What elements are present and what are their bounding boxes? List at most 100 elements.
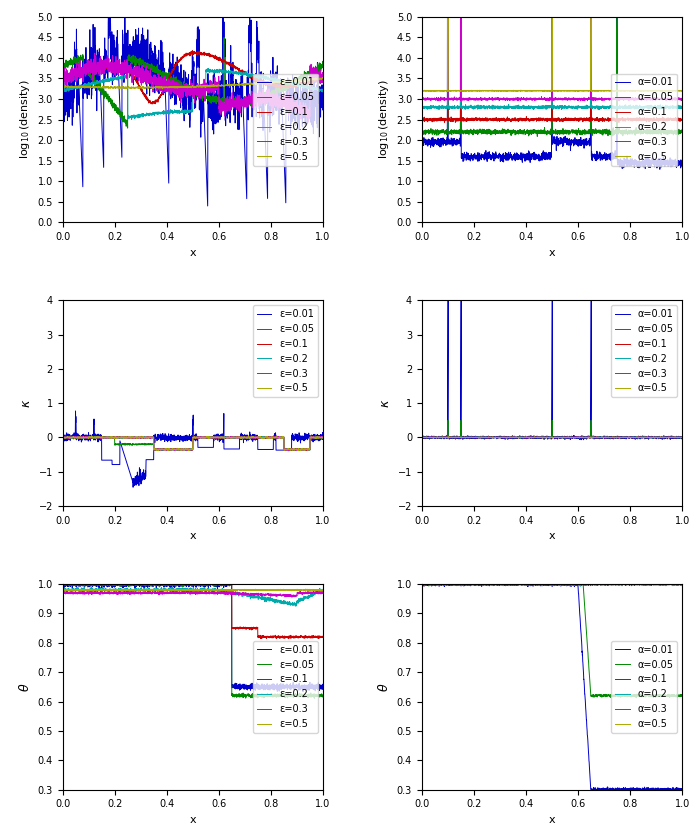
α=0.05 — [431, 579, 439, 589]
Line: ε=0.2: ε=0.2 — [63, 436, 323, 450]
α=0.3 — [678, 580, 686, 590]
α=0.3 — [537, 433, 546, 443]
ε=0.3 — [311, 588, 319, 598]
Line: ε=0.1: ε=0.1 — [63, 584, 323, 638]
α=0.01 — [678, 156, 686, 166]
ε=0.2 — [264, 433, 272, 443]
α=0.3 — [671, 433, 679, 443]
Line: α=0.05: α=0.05 — [422, 584, 682, 698]
α=0.05 — [632, 693, 640, 703]
ε=0.3 — [178, 88, 187, 98]
α=0.01 — [418, 433, 426, 443]
α=0.5 — [544, 579, 553, 589]
ε=0.2 — [264, 73, 272, 83]
Legend: ε=0.01, ε=0.05, ε=0.1, ε=0.2, ε=0.3, ε=0.5: ε=0.01, ε=0.05, ε=0.1, ε=0.2, ε=0.3, ε=0… — [253, 74, 318, 165]
ε=0.3 — [72, 76, 80, 87]
α=0.5 — [418, 579, 426, 589]
ε=0.3 — [311, 433, 319, 443]
ε=0.5 — [319, 73, 327, 83]
ε=0.2 — [319, 585, 327, 595]
α=0.2 — [431, 102, 439, 112]
ε=0.01 — [58, 434, 67, 444]
α=0.01 — [418, 579, 426, 589]
Line: ε=0.1: ε=0.1 — [63, 437, 323, 450]
ε=0.05 — [311, 433, 319, 443]
α=0.01 — [577, 435, 585, 445]
α=0.1 — [418, 433, 426, 443]
ε=0.01 — [203, 201, 212, 211]
α=0.1 — [670, 433, 679, 443]
ε=0.01 — [178, 582, 187, 592]
α=0.2 — [544, 580, 553, 590]
α=0.05 — [544, 579, 553, 589]
α=0.5 — [530, 432, 539, 442]
α=0.2 — [678, 433, 686, 443]
ε=0.5 — [311, 73, 319, 83]
ε=0.1 — [264, 433, 272, 443]
Legend: ε=0.01, ε=0.05, ε=0.1, ε=0.2, ε=0.3, ε=0.5: ε=0.01, ε=0.05, ε=0.1, ε=0.2, ε=0.3, ε=0… — [253, 641, 318, 732]
ε=0.01 — [311, 433, 319, 443]
ε=0.2 — [185, 107, 193, 117]
ε=0.3 — [72, 589, 80, 599]
Line: α=0.1: α=0.1 — [422, 584, 682, 585]
α=0.3 — [671, 94, 679, 104]
X-axis label: x: x — [189, 248, 196, 258]
ε=0.3 — [58, 433, 67, 443]
ε=0.05 — [311, 61, 319, 71]
Y-axis label: $\theta$: $\theta$ — [18, 682, 32, 691]
Y-axis label: $\kappa$: $\kappa$ — [20, 398, 33, 408]
α=0.1 — [431, 115, 439, 125]
ε=0.2 — [311, 587, 319, 597]
ε=0.5 — [58, 585, 67, 595]
α=0.01 — [671, 785, 679, 795]
Line: α=0.2: α=0.2 — [422, 584, 682, 586]
ε=0.1 — [78, 432, 86, 442]
α=0.5 — [678, 433, 686, 443]
Line: α=0.5: α=0.5 — [422, 17, 682, 92]
α=0.1 — [418, 114, 426, 124]
α=0.3 — [670, 94, 679, 104]
Line: ε=0.3: ε=0.3 — [63, 53, 323, 122]
Line: ε=0.3: ε=0.3 — [63, 436, 323, 450]
Line: ε=0.3: ε=0.3 — [63, 591, 323, 597]
α=0.2 — [619, 432, 628, 442]
Line: α=0.05: α=0.05 — [422, 420, 682, 438]
α=0.05 — [444, 12, 452, 22]
ε=0.3 — [264, 432, 272, 442]
ε=0.3 — [178, 588, 187, 598]
α=0.5 — [537, 579, 546, 589]
α=0.05 — [537, 433, 546, 443]
Line: ε=0.2: ε=0.2 — [63, 68, 323, 119]
ε=0.2 — [264, 594, 272, 604]
ε=0.01 — [319, 681, 327, 691]
Line: α=0.3: α=0.3 — [422, 584, 682, 585]
ε=0.2 — [185, 584, 193, 594]
α=0.3 — [526, 432, 535, 442]
α=0.3 — [514, 96, 522, 106]
X-axis label: x: x — [548, 531, 555, 541]
α=0.3 — [678, 93, 686, 103]
ε=0.01 — [58, 88, 67, 98]
α=0.3 — [623, 432, 631, 442]
Line: α=0.01: α=0.01 — [422, 17, 682, 170]
Line: ε=0.2: ε=0.2 — [63, 587, 323, 606]
ε=0.3 — [185, 445, 193, 455]
ε=0.3 — [311, 433, 319, 443]
ε=0.05 — [72, 57, 80, 67]
α=0.01 — [544, 154, 553, 164]
ε=0.5 — [184, 445, 193, 455]
Line: ε=0.1: ε=0.1 — [63, 50, 323, 104]
α=0.3 — [567, 433, 575, 443]
ε=0.5 — [319, 72, 327, 82]
α=0.01 — [431, 135, 439, 145]
α=0.1 — [537, 115, 546, 125]
ε=0.2 — [319, 87, 327, 97]
ε=0.5 — [311, 585, 319, 595]
α=0.5 — [418, 579, 426, 589]
ε=0.1 — [311, 432, 319, 442]
α=0.01 — [671, 156, 679, 166]
α=0.3 — [418, 433, 426, 443]
ε=0.05 — [263, 433, 271, 443]
ε=0.3 — [72, 432, 80, 442]
α=0.05 — [678, 433, 686, 443]
